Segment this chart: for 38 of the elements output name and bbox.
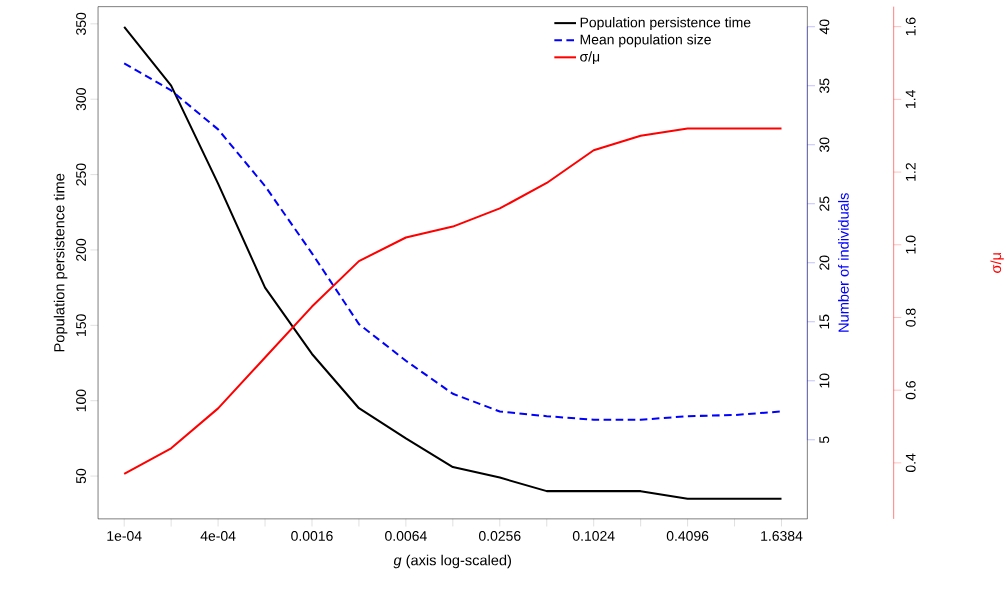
y2-tick-label: 15 <box>819 314 830 329</box>
x-tick-label: 0.0256 <box>478 530 521 541</box>
y3-tick-label: 0.4 <box>905 453 916 473</box>
y2-axis-title: Number of individuals <box>838 193 849 332</box>
y2-tick-label: 5 <box>819 436 830 444</box>
y-tick-label: 200 <box>76 238 86 261</box>
y2-tick-label: 25 <box>819 196 830 211</box>
y2-tick-label: 35 <box>819 78 830 93</box>
y2-tick-label: 20 <box>819 255 830 270</box>
x-tick-label: 1e-04 <box>107 530 142 541</box>
y3-tick-label: 1.0 <box>905 235 916 254</box>
y-tick-label: 250 <box>76 163 86 186</box>
x-tick-label: 4e-04 <box>200 530 236 541</box>
y3-tick-label: 0.8 <box>905 308 916 327</box>
y2-tick-label: 10 <box>819 373 830 388</box>
y-tick-label: 50 <box>76 468 86 484</box>
x-tick-label: 1.6384 <box>761 530 803 541</box>
y-tick-label: 150 <box>76 314 86 336</box>
y3-axis-title: σ/μ <box>990 253 1004 273</box>
y-tick-label: 100 <box>76 389 86 412</box>
y3-tick-label: 1.4 <box>905 90 916 108</box>
x-axis-title: g (axis log-scaled) <box>393 554 511 569</box>
x-tick-label: 0.0064 <box>385 530 427 541</box>
x-tick-label: 0.4096 <box>666 530 709 541</box>
y3-tick-label: 1.2 <box>905 163 916 181</box>
x-tick-label: 0.1024 <box>572 530 615 541</box>
y3-tick-label: 0.6 <box>905 381 916 400</box>
y-tick-label: 350 <box>76 12 86 35</box>
y2-tick-label: 40 <box>819 19 830 35</box>
y-tick-label: 300 <box>76 88 86 111</box>
y2-tick-label: 30 <box>819 137 830 152</box>
legend-label: Population persistence time <box>580 17 751 31</box>
x-tick-label: 0.0016 <box>291 530 333 541</box>
line-series <box>123 62 783 421</box>
legend-label: σ/μ <box>580 51 600 65</box>
y-axis-title: Population persistence time <box>53 173 68 352</box>
y3-tick-label: 1.6 <box>905 17 916 36</box>
legend-label: Mean population size <box>580 34 711 48</box>
